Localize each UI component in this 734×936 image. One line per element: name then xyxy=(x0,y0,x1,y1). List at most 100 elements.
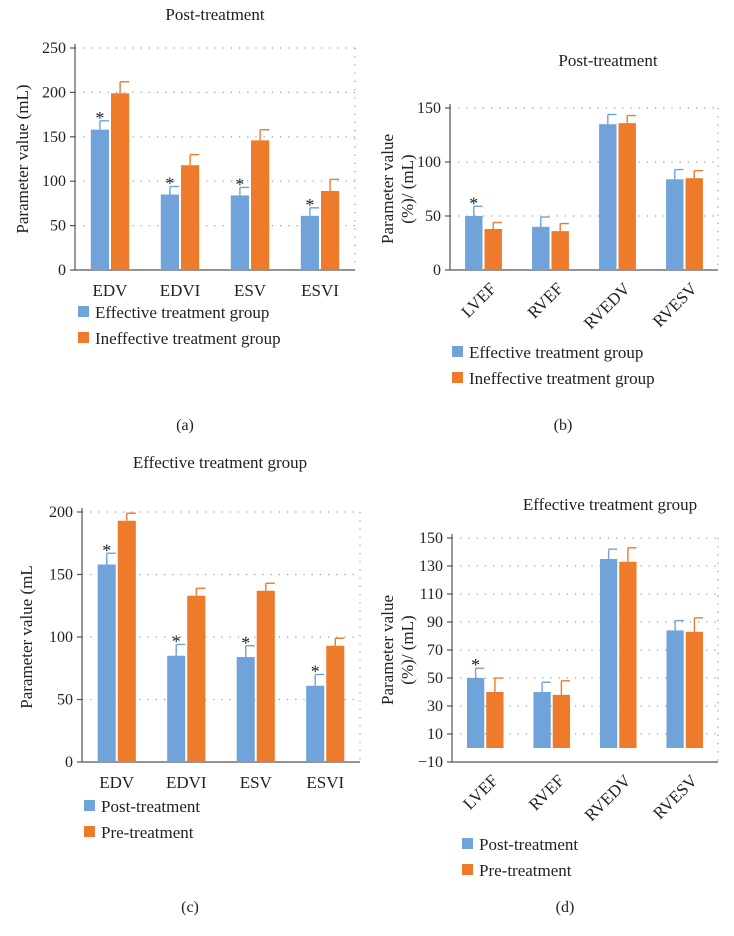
category-label: ESVI xyxy=(306,773,344,792)
legend-swatch xyxy=(84,826,95,837)
category-label: EDV xyxy=(93,281,129,300)
bar-series2-esvi xyxy=(326,645,345,762)
y-tick-label: 150 xyxy=(42,129,66,146)
panel-label: (d) xyxy=(556,899,575,916)
bar-series2-rvedv xyxy=(619,561,637,748)
category-label: ESV xyxy=(234,281,267,300)
legend-swatch xyxy=(462,838,473,849)
y-tick-label: 50 xyxy=(57,692,73,709)
bar-series2-edv xyxy=(111,93,130,271)
bar-series2-edvi xyxy=(181,165,200,270)
legend-swatch xyxy=(462,864,473,875)
bar-series1-edvi xyxy=(167,655,186,762)
category-label: RVESV xyxy=(649,771,701,823)
category-label: EDVI xyxy=(166,773,207,792)
legend-label: Pre-treatment xyxy=(101,823,194,842)
category-label: RVESV xyxy=(649,279,701,331)
legend-swatch xyxy=(78,306,89,317)
y-tick-label: 50 xyxy=(425,208,441,225)
significance-marker: * xyxy=(311,662,320,682)
y-tick-label: 90 xyxy=(427,614,443,631)
bar-series1-rvedv xyxy=(599,124,617,270)
chart-title: Effective treatment group xyxy=(133,453,307,472)
y-tick-label: 0 xyxy=(65,754,73,771)
y-tick-label: 50 xyxy=(50,218,66,235)
bar-series2-rvef xyxy=(551,231,569,270)
significance-marker: * xyxy=(241,633,250,653)
y-tick-label: 130 xyxy=(419,558,443,575)
significance-marker: * xyxy=(172,632,181,652)
legend-swatch xyxy=(78,332,89,343)
chart-title: Post-treatment xyxy=(165,5,264,24)
category-label: LVEF xyxy=(459,771,501,813)
legend-label: Ineffective treatment group xyxy=(469,369,655,388)
bar-series1-rvef xyxy=(533,692,551,748)
bar-series1-esv xyxy=(236,657,255,762)
legend-label: Effective treatment group xyxy=(95,303,269,322)
chart-panel-a: Post-treatment 0 50 100 150 200 250 Parameter v… xyxy=(13,5,356,434)
bar-series2-rvesv xyxy=(685,178,703,270)
category-label: RVEDV xyxy=(581,771,635,825)
y-axis-label: Parameter value xyxy=(378,134,397,244)
y-tick-label: 30 xyxy=(427,698,443,715)
bar-series2-rvef xyxy=(552,694,571,748)
y-tick-label: 10 xyxy=(427,726,443,743)
legend-swatch xyxy=(452,346,463,357)
bar-series1-rvedv xyxy=(599,559,618,748)
y-axis-label: (%)/ (mL) xyxy=(398,615,417,684)
legend-label: Pre-treatment xyxy=(479,861,572,880)
bar-series1-rvef xyxy=(532,226,550,270)
y-tick-label: 100 xyxy=(417,154,441,171)
legend-swatch xyxy=(84,800,95,811)
category-label: LVEF xyxy=(458,279,500,321)
bar-series2-rvesv xyxy=(685,631,704,748)
bar-series1-esvi xyxy=(300,215,319,270)
bar-series2-esvi xyxy=(321,190,340,270)
chart-title: Post-treatment xyxy=(558,51,657,70)
bar-series1-edvi xyxy=(160,194,179,270)
legend-label: Ineffective treatment group xyxy=(95,329,281,348)
significance-marker: * xyxy=(235,174,244,194)
significance-marker: * xyxy=(102,540,111,560)
significance-marker: * xyxy=(469,193,478,213)
y-tick-label: −10 xyxy=(418,754,443,771)
y-axis-label: Parameter value xyxy=(378,595,397,705)
legend-label: Effective treatment group xyxy=(469,343,643,362)
y-tick-label: 50 xyxy=(427,670,443,687)
category-label: RVEF xyxy=(524,279,567,322)
significance-marker: * xyxy=(165,174,174,194)
category-label: ESVI xyxy=(301,281,339,300)
y-tick-label: 250 xyxy=(42,40,66,57)
category-label: RVEF xyxy=(525,771,568,814)
significance-marker: * xyxy=(95,108,104,128)
y-tick-label: 200 xyxy=(49,504,73,521)
category-label: ESV xyxy=(240,773,273,792)
panel-label: (a) xyxy=(176,417,194,434)
y-tick-label: 110 xyxy=(420,586,443,603)
y-tick-label: 150 xyxy=(417,100,441,117)
bar-series2-edv xyxy=(117,520,136,762)
legend-label: Post-treatment xyxy=(479,835,578,854)
y-tick-label: 0 xyxy=(58,262,66,279)
bar-series1-esv xyxy=(230,195,249,270)
bar-series2-esv xyxy=(251,140,270,270)
y-axis-label: Parameter value (mL) xyxy=(13,84,32,233)
chart-panel-c: Effective treatment group 0 50 100 150 200 Par… xyxy=(17,453,361,916)
chart-title: Effective treatment group xyxy=(523,495,697,514)
bar-series2-lvef xyxy=(484,228,502,270)
y-tick-label: 150 xyxy=(49,567,73,584)
panel-label: (c) xyxy=(181,899,199,916)
bar-series1-esvi xyxy=(306,685,325,762)
bar-series2-edvi xyxy=(187,595,206,762)
y-tick-label: 70 xyxy=(427,642,443,659)
bar-series1-rvesv xyxy=(666,630,684,748)
y-tick-label: 100 xyxy=(49,629,73,646)
y-axis-label: Parameter value (mL xyxy=(17,565,36,709)
bar-series1-rvesv xyxy=(666,179,684,270)
bar-series1-edv xyxy=(97,564,116,762)
panel-label: (b) xyxy=(554,417,573,434)
significance-marker: * xyxy=(305,195,314,215)
y-tick-label: 0 xyxy=(433,262,441,279)
y-axis-label: (%)/ (mL) xyxy=(398,154,417,223)
